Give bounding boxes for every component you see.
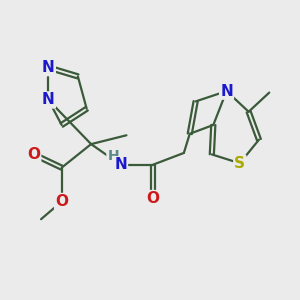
Text: H: H — [107, 149, 119, 163]
Text: N: N — [114, 157, 127, 172]
Text: O: O — [27, 147, 40, 162]
Text: N: N — [220, 84, 233, 99]
Text: S: S — [234, 156, 245, 171]
Text: O: O — [55, 194, 68, 209]
Text: N: N — [42, 92, 55, 107]
Text: N: N — [42, 60, 55, 75]
Text: O: O — [146, 191, 159, 206]
